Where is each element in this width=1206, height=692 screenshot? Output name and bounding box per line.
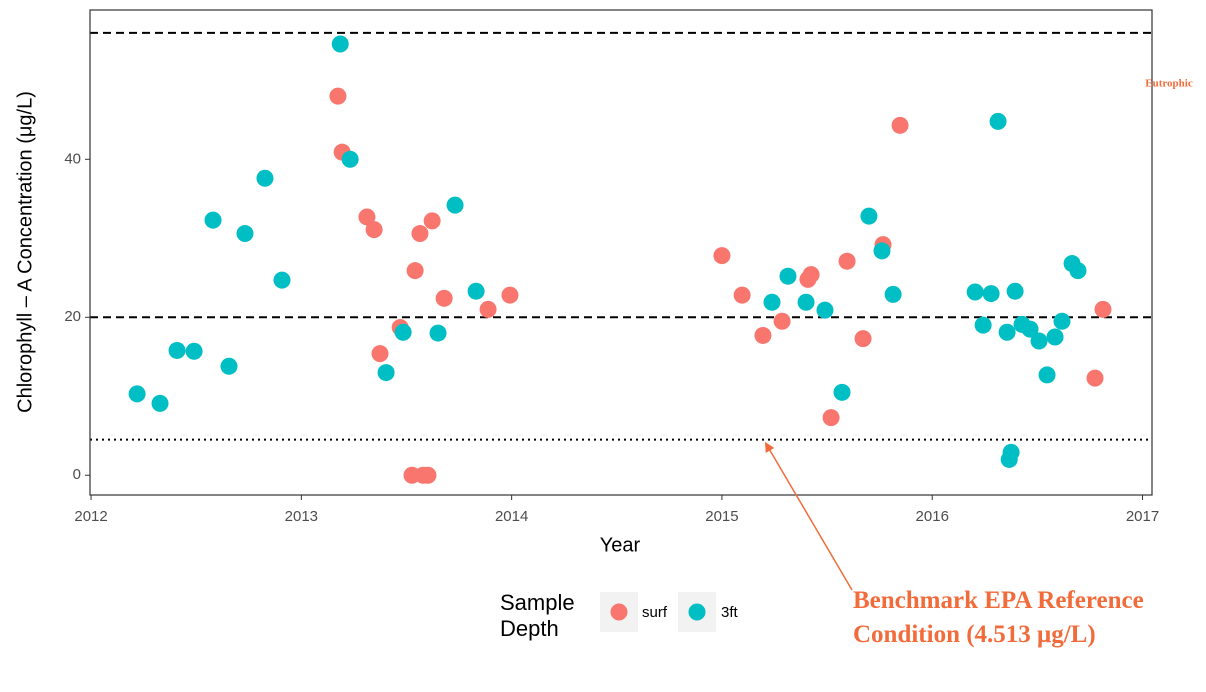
point bbox=[185, 342, 203, 360]
point bbox=[816, 301, 834, 319]
point bbox=[1030, 332, 1048, 350]
point bbox=[1086, 369, 1104, 387]
annotation: Eutrophic bbox=[1145, 78, 1193, 90]
point bbox=[989, 112, 1007, 130]
point bbox=[501, 286, 519, 304]
point bbox=[128, 385, 146, 403]
point bbox=[1006, 282, 1024, 300]
point bbox=[1002, 443, 1020, 461]
y-tick-label: 0 bbox=[73, 466, 81, 483]
legend-marker bbox=[610, 603, 628, 621]
point bbox=[419, 466, 437, 484]
point bbox=[754, 326, 772, 344]
point bbox=[797, 293, 815, 311]
point bbox=[371, 345, 389, 363]
point bbox=[377, 364, 395, 382]
point bbox=[256, 169, 274, 187]
point bbox=[974, 316, 992, 334]
point bbox=[358, 208, 376, 226]
x-tick-label: 2016 bbox=[916, 508, 949, 525]
point bbox=[1038, 366, 1056, 384]
point bbox=[998, 323, 1016, 341]
point bbox=[341, 150, 359, 168]
point bbox=[467, 282, 485, 300]
point bbox=[331, 35, 349, 53]
point bbox=[435, 289, 453, 307]
point bbox=[802, 266, 820, 284]
point bbox=[204, 211, 222, 229]
annotation-arrow bbox=[764, 441, 853, 591]
point bbox=[1021, 320, 1039, 338]
point bbox=[838, 252, 856, 270]
x-tick-label: 2012 bbox=[74, 508, 107, 525]
point bbox=[854, 330, 872, 348]
point bbox=[151, 394, 169, 412]
x-tick-label: 2014 bbox=[495, 508, 528, 525]
point bbox=[779, 267, 797, 285]
point bbox=[446, 196, 464, 214]
legend-marker bbox=[688, 603, 706, 621]
point bbox=[479, 300, 497, 318]
point bbox=[273, 271, 291, 289]
point bbox=[773, 312, 791, 330]
plot-panel bbox=[90, 10, 1152, 495]
point bbox=[833, 383, 851, 401]
point bbox=[329, 87, 347, 105]
point bbox=[1094, 300, 1112, 318]
x-tick-label: 2015 bbox=[705, 508, 738, 525]
point bbox=[873, 242, 891, 260]
point bbox=[1053, 312, 1071, 330]
point bbox=[733, 286, 751, 304]
point bbox=[982, 285, 1000, 303]
point bbox=[423, 212, 441, 230]
point bbox=[220, 357, 238, 375]
point bbox=[1069, 262, 1087, 280]
legend-label: surf bbox=[642, 604, 668, 621]
panel-border bbox=[89, 9, 1153, 496]
x-axis-title: Year bbox=[600, 534, 641, 556]
point bbox=[394, 323, 412, 341]
point bbox=[1046, 328, 1064, 346]
y-axis-title: Chlorophyll – A Concentration (μg/L) bbox=[14, 91, 36, 413]
legend-title: Sample Depth bbox=[500, 590, 575, 641]
point bbox=[429, 324, 447, 342]
point bbox=[822, 409, 840, 427]
point bbox=[406, 262, 424, 280]
point bbox=[860, 207, 878, 225]
x-tick-label: 2017 bbox=[1126, 508, 1159, 525]
y-tick-label: 40 bbox=[64, 150, 81, 167]
point bbox=[411, 225, 429, 243]
y-tick-label: 20 bbox=[64, 308, 81, 325]
point bbox=[713, 247, 731, 265]
point bbox=[891, 116, 909, 134]
point bbox=[763, 293, 781, 311]
point bbox=[884, 285, 902, 303]
point bbox=[236, 225, 254, 243]
x-tick-label: 2013 bbox=[285, 508, 318, 525]
legend-label: 3ft bbox=[721, 604, 739, 621]
point bbox=[966, 283, 984, 301]
point bbox=[168, 341, 186, 359]
annotation: Benchmark EPA Reference Condition (4.513… bbox=[853, 587, 1144, 648]
point bbox=[365, 221, 383, 239]
